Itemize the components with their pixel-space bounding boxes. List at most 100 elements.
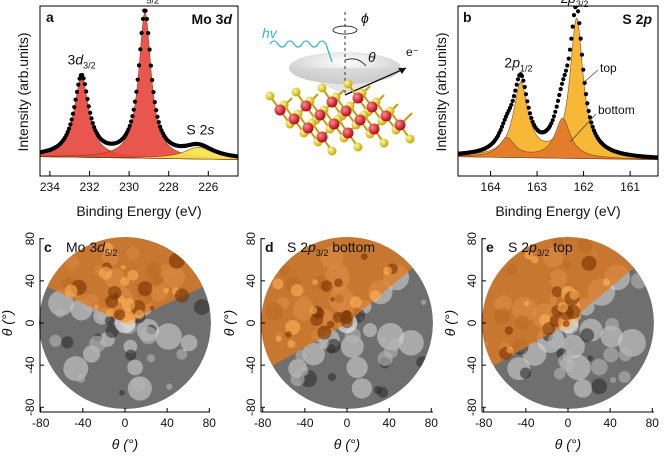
data-point	[498, 127, 503, 133]
data-point	[66, 126, 72, 131]
data-point	[511, 94, 517, 99]
orange-feature	[312, 279, 318, 285]
orange-feature	[334, 278, 343, 288]
peak-label: 3d5/2	[131, 0, 159, 6]
orange-feature	[285, 319, 301, 335]
orange-feature	[99, 266, 113, 280]
data-point	[513, 88, 518, 93]
y-tick-label: -40	[23, 356, 37, 374]
x-tick-label: 0	[565, 416, 572, 430]
panel-d-xlabel: θ (°)	[334, 436, 360, 452]
diffraction-feature	[591, 378, 608, 395]
x-tick-label: 40	[160, 416, 174, 430]
data-point	[70, 111, 76, 116]
sulfur-atom	[317, 83, 327, 93]
orange-feature	[317, 325, 332, 340]
molybdenum-atom	[368, 123, 380, 135]
data-point	[129, 119, 134, 124]
data-point	[582, 80, 587, 85]
molybdenum-atom	[314, 109, 326, 121]
data-point	[575, 9, 581, 14]
data-point	[577, 21, 582, 26]
orange-feature	[127, 269, 139, 281]
data-point	[514, 82, 519, 87]
diffraction-feature	[553, 367, 566, 380]
data-point	[566, 56, 571, 61]
data-point	[72, 105, 77, 110]
orange-feature	[504, 326, 514, 335]
peak-label: S 2s	[186, 121, 214, 137]
y-tick-label: 0	[23, 319, 37, 326]
y-tick-label: -40	[244, 356, 258, 374]
x-tick-label: 80	[203, 416, 217, 430]
orange-feature	[369, 290, 381, 302]
data-point	[558, 87, 563, 92]
photon-label: hv	[262, 25, 278, 41]
orange-feature	[530, 255, 539, 264]
electron-path	[344, 67, 407, 96]
data-point	[131, 107, 136, 112]
data-point	[585, 101, 590, 106]
molybdenum-atom	[354, 114, 366, 126]
data-point	[139, 30, 144, 36]
diffraction-spot	[362, 323, 378, 338]
diffraction-feature	[559, 356, 576, 373]
data-point	[571, 13, 577, 18]
photon-wave	[269, 40, 333, 63]
data-point	[567, 47, 573, 52]
data-point	[73, 97, 78, 102]
panel-e-letter: e	[486, 239, 494, 255]
data-point	[69, 117, 74, 122]
diffraction-feature	[630, 272, 647, 289]
data-point	[589, 120, 594, 125]
data-point	[132, 99, 138, 104]
y-tick-label: -40	[465, 356, 479, 374]
molybdenum-atom	[302, 122, 314, 134]
y-tick-label: 80	[244, 232, 258, 246]
orange-feature	[114, 309, 126, 321]
y-tick-label: 0	[244, 319, 258, 326]
molybdenum-atom	[316, 131, 328, 143]
data-point	[151, 90, 156, 95]
data-point	[143, 8, 148, 13]
data-point	[130, 114, 135, 119]
data-point	[523, 92, 529, 97]
diffraction-spot	[522, 342, 547, 366]
diffraction-spot	[346, 356, 368, 379]
orange-feature	[101, 242, 114, 255]
diffraction-feature	[290, 371, 305, 387]
x-tick-label: 234	[40, 180, 60, 194]
orange-feature	[64, 284, 78, 298]
data-point	[509, 102, 514, 107]
component-label-top: top	[600, 61, 617, 75]
diffraction-feature	[420, 299, 427, 305]
diffraction-feature	[580, 328, 595, 343]
y-tick-label: 0	[465, 319, 479, 326]
orange-feature	[285, 331, 292, 338]
y-tick-label: 80	[23, 232, 37, 246]
data-point	[154, 108, 159, 113]
molybdenum-atom	[366, 101, 378, 113]
x-tick-label: 40	[382, 416, 396, 430]
panel-b-peak-labels: 2p1/2 2p3/2	[504, 0, 588, 74]
y-tick-label: 40	[465, 274, 479, 288]
x-tick-label: -40	[517, 416, 535, 430]
data-point	[526, 105, 531, 110]
orange-feature	[506, 346, 514, 354]
data-point	[578, 36, 583, 41]
diffraction-feature	[55, 307, 65, 318]
x-tick-label: 0	[122, 416, 129, 430]
orange-feature	[551, 286, 563, 298]
orange-feature	[105, 308, 114, 317]
panel-c-diffraction-pattern	[39, 237, 211, 409]
molybdenum-atom	[342, 127, 354, 139]
orange-feature	[524, 251, 533, 260]
diffraction-feature	[587, 355, 594, 362]
panel-b-data-points	[458, 6, 658, 160]
diffraction-feature	[590, 358, 608, 376]
electron-arrowhead	[398, 68, 406, 74]
orange-sector	[482, 237, 634, 366]
orange-feature	[339, 310, 354, 325]
